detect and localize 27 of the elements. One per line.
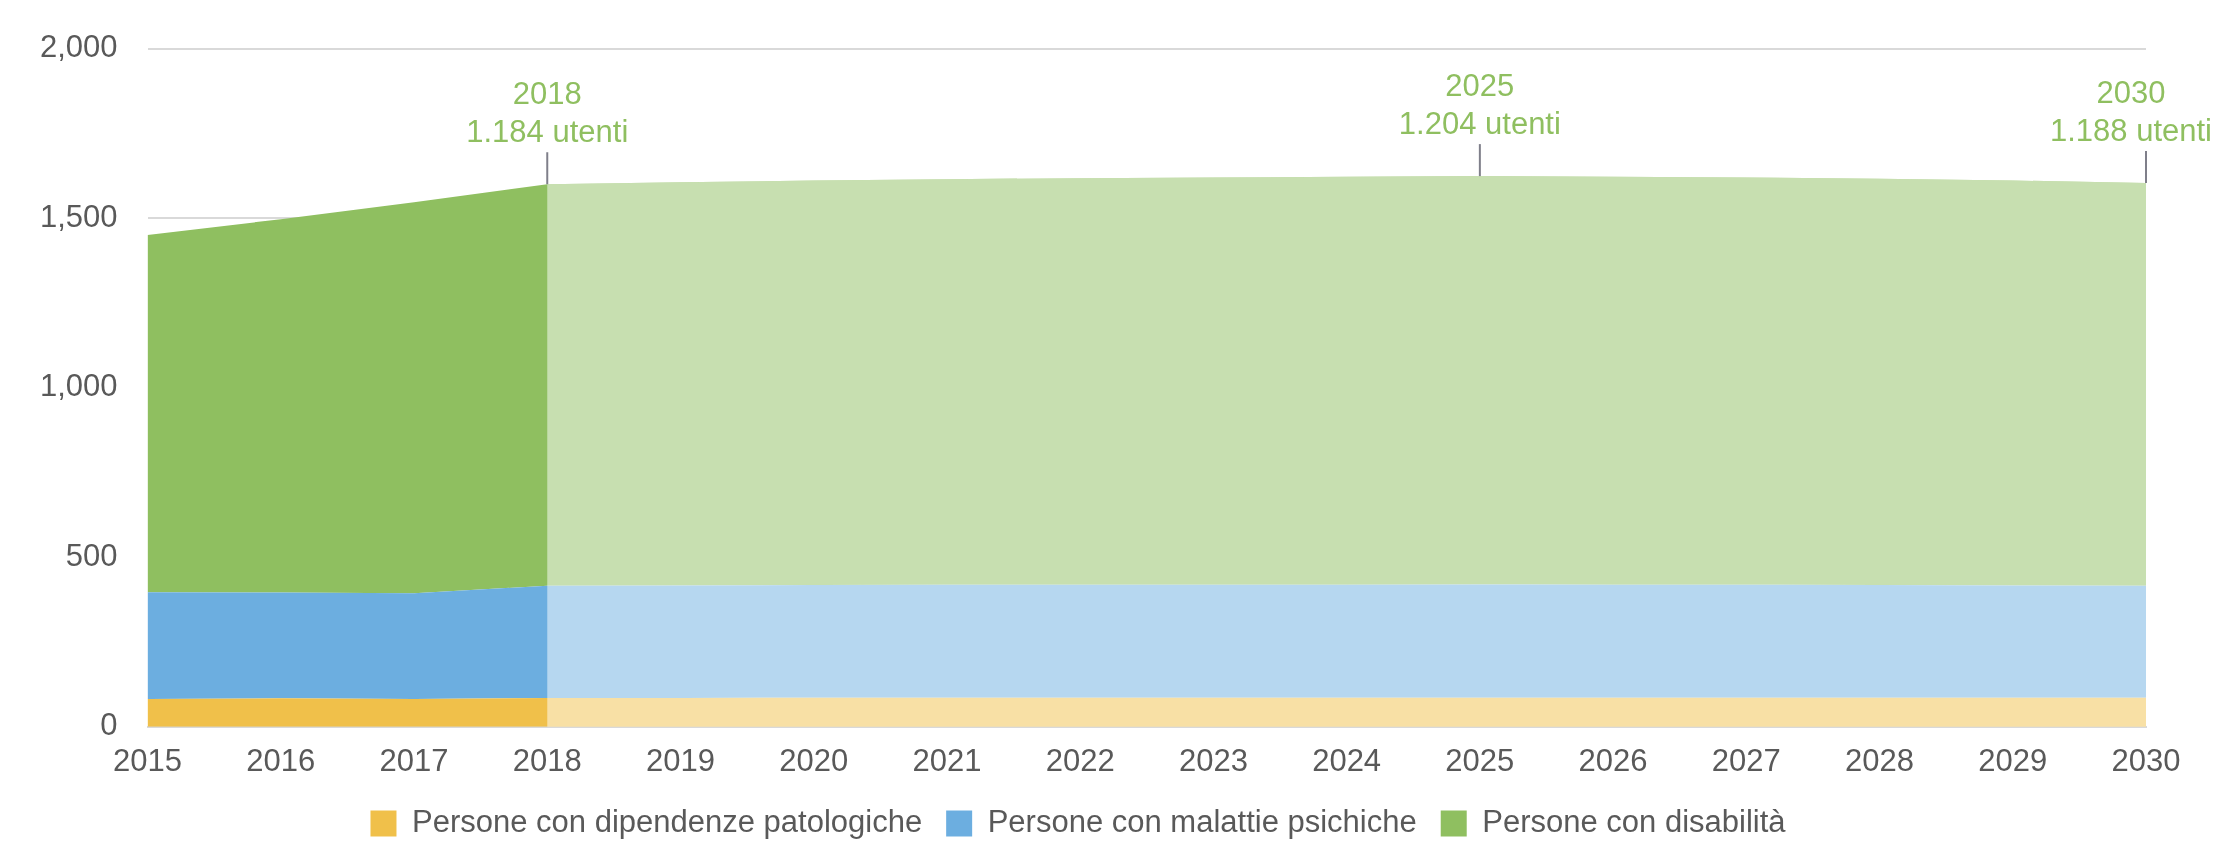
annotation: 2030 1.188 utenti [2049, 74, 2212, 148]
x-tick-label: 2029 [1978, 742, 2048, 778]
y-tick-label: 2,000 [40, 29, 118, 65]
legend-label: Persone con disabilità [1482, 804, 1787, 840]
x-tick-label: 2024 [1312, 742, 1382, 778]
x-tick-label: 2016 [246, 742, 316, 778]
legend-label: Persone con dipendenze patologiche [411, 804, 923, 840]
annotation: 2025 1.204 utenti [1398, 68, 1561, 142]
x-tick-label: 2019 [646, 742, 715, 778]
legend-label: Persone con malattie psichiche [987, 804, 1417, 840]
x-tick-label: 2018 [512, 742, 582, 778]
x-tick-label: 2028 [1845, 742, 1915, 778]
x-tick-label: 2030 [2111, 742, 2181, 778]
x-tick-label: 2021 [912, 742, 982, 778]
x-tick-label: 2022 [1045, 742, 1115, 778]
x-tick-label: 2017 [379, 742, 449, 778]
x-tick-label: 2027 [1711, 742, 1781, 778]
x-tick-label: 2023 [1178, 742, 1248, 778]
y-tick-label: 1,500 [40, 198, 118, 234]
annotation: 2018 1.184 utenti [466, 76, 629, 150]
x-tick-label: 2015 [113, 742, 183, 778]
x-tick-label: 2025 [1445, 742, 1515, 778]
y-tick-label: 1,000 [40, 368, 118, 404]
x-tick-label: 2026 [1578, 742, 1648, 778]
y-tick-label: 500 [65, 537, 118, 573]
x-tick-label: 2020 [779, 742, 849, 778]
y-tick-label: 0 [100, 707, 118, 743]
